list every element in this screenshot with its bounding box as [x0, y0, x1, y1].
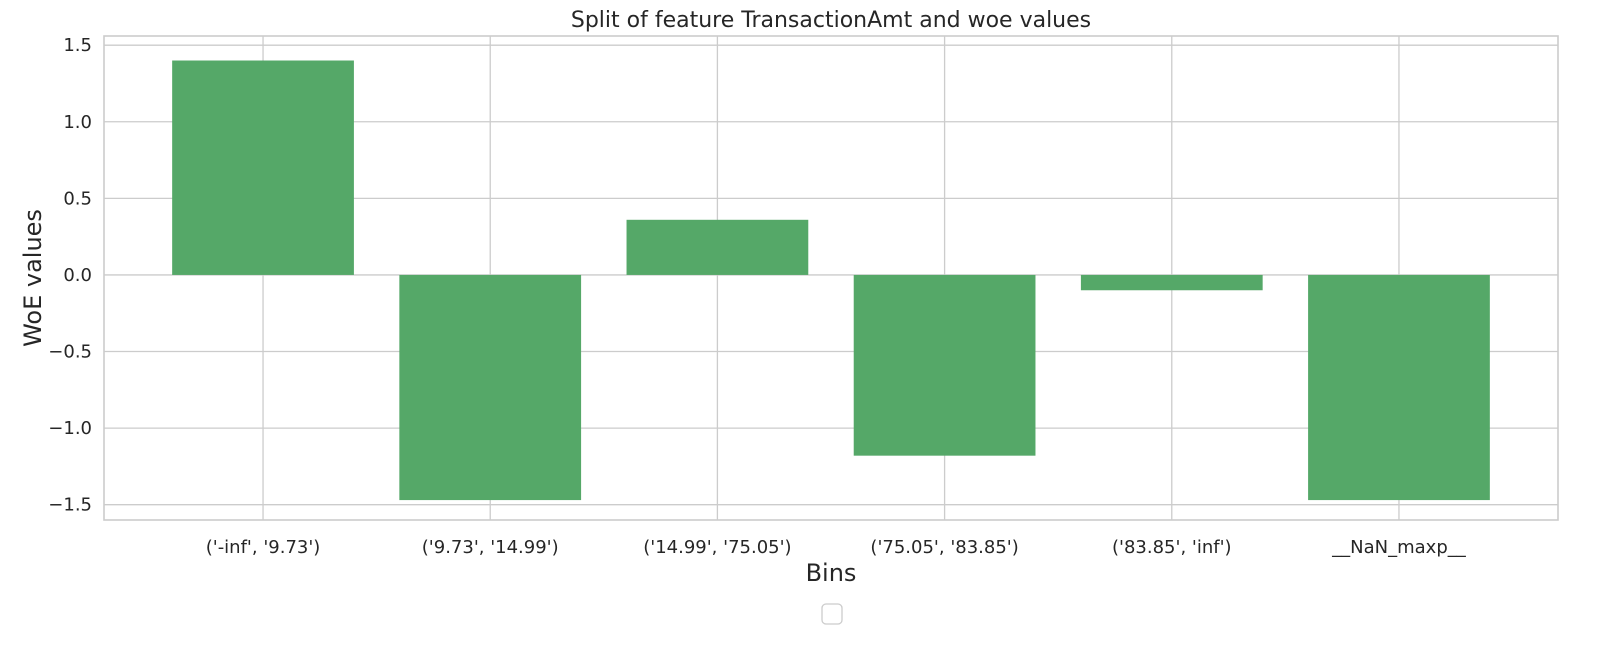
x-tick-label: ('14.99', '75.05') — [643, 537, 791, 558]
x-tick-label: ('75.05', '83.85') — [870, 537, 1018, 558]
y-tick-label: −0.5 — [48, 342, 92, 363]
y-axis-title: WoE values — [19, 209, 47, 347]
y-tick-labels: 1.5 1.0 0.5 0.0 −0.5 −1.0 −1.5 — [48, 35, 92, 515]
y-tick-label: −1.0 — [48, 418, 92, 439]
x-tick-label: ('9.73', '14.99') — [422, 537, 559, 558]
bar-2 — [399, 274, 582, 501]
x-tick-label: __NaN_maxp__ — [1331, 537, 1467, 558]
bar-4 — [853, 274, 1036, 456]
chart-title: Split of feature TransactionAmt and woe … — [571, 8, 1091, 33]
x-axis-title: Bins — [806, 559, 857, 587]
bars-layer — [172, 60, 1490, 501]
x-tick-label: ('-inf', '9.73') — [206, 537, 321, 558]
bar-6 — [1308, 274, 1490, 501]
y-tick-label: 0.5 — [63, 188, 92, 209]
plot-frame — [103, 35, 1559, 521]
bar-5 — [1080, 274, 1263, 291]
x-tick-label: ('83.85', 'inf') — [1112, 537, 1232, 558]
y-tick-label: 1.5 — [63, 35, 92, 56]
bar-1 — [172, 60, 354, 275]
bar-3 — [626, 219, 809, 275]
x-tick-labels: ('-inf', '9.73') ('9.73', '14.99') ('14.99… — [206, 537, 1467, 558]
legend-box — [821, 603, 843, 625]
y-tick-label: 0.0 — [63, 265, 92, 286]
y-tick-label: 1.0 — [63, 112, 92, 133]
y-tick-label: −1.5 — [48, 495, 92, 516]
